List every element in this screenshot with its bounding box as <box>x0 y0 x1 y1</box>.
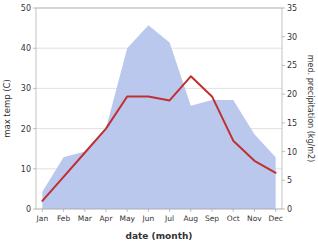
x-tick-label: Jul <box>164 214 174 223</box>
x-tick <box>148 209 149 212</box>
y2-tick <box>282 180 285 181</box>
x-tick-label: Feb <box>57 214 71 223</box>
grid <box>36 8 282 209</box>
x-tick-label: May <box>119 214 135 223</box>
temperature-line <box>42 76 275 201</box>
chart: 0 10 20 30 40 50 0 5 10 15 20 25 30 35 Jan Feb Mar Apr May… <box>0 0 318 247</box>
y2-tick-label: 30 <box>287 33 297 42</box>
x-tick-label: Jun <box>142 214 155 223</box>
y2-tick-label: 25 <box>287 61 297 70</box>
y-tick-label: 10 <box>21 165 31 174</box>
y2-tick <box>282 8 285 9</box>
x-tick-label: Nov <box>247 214 262 223</box>
y-tick <box>33 88 36 89</box>
y2-tick-label: 35 <box>287 4 297 13</box>
x-axis-label: date (month) <box>126 231 193 241</box>
y2-tick-label: 0 <box>287 205 292 214</box>
y2-tick <box>282 65 285 66</box>
y-tick <box>33 48 36 49</box>
x-tick-label: Sep <box>205 214 219 223</box>
plot-area <box>42 25 275 209</box>
y2-tick-label: 10 <box>287 148 297 157</box>
x-tick <box>212 209 213 212</box>
y2-tick-label: 20 <box>287 90 297 99</box>
y-tick <box>33 128 36 129</box>
y-tick <box>33 209 36 210</box>
precipitation-area <box>42 25 275 209</box>
y2-axis-label: med. precipitation (kg/m2) <box>306 55 315 162</box>
x-tick <box>233 209 234 212</box>
plot-frame <box>36 8 282 209</box>
y2-tick <box>282 36 285 37</box>
x-tick <box>254 209 255 212</box>
y-tick <box>33 8 36 9</box>
x-tick <box>275 209 276 212</box>
y-tick-label: 30 <box>21 84 31 93</box>
y-tick-label: 20 <box>21 125 31 134</box>
x-tick <box>42 209 43 212</box>
y-tick-label: 50 <box>21 4 31 13</box>
x-tick-label: Apr <box>99 214 113 223</box>
y-tick <box>33 168 36 169</box>
y2-tick-label: 15 <box>287 119 297 128</box>
y-tick-label: 0 <box>26 205 31 214</box>
x-tick <box>127 209 128 212</box>
y-axis-label: max temp (C) <box>2 79 12 138</box>
x-tick-label: Oct <box>227 214 240 223</box>
x-tick <box>105 209 106 212</box>
x-tick-label: Mar <box>78 214 93 223</box>
y2-tick <box>282 151 285 152</box>
x-tick <box>84 209 85 212</box>
y2-tick <box>282 122 285 123</box>
x-tick-label: Aug <box>183 214 198 223</box>
x-tick-label: Dec <box>268 214 283 223</box>
y2-tick <box>282 209 285 210</box>
x-tick <box>190 209 191 212</box>
x-tick-label: Jan <box>36 214 49 223</box>
y2-tick <box>282 94 285 95</box>
y2-tick-label: 5 <box>287 176 292 185</box>
x-tick <box>169 209 170 212</box>
y-tick-label: 40 <box>21 44 31 53</box>
x-tick <box>63 209 64 212</box>
